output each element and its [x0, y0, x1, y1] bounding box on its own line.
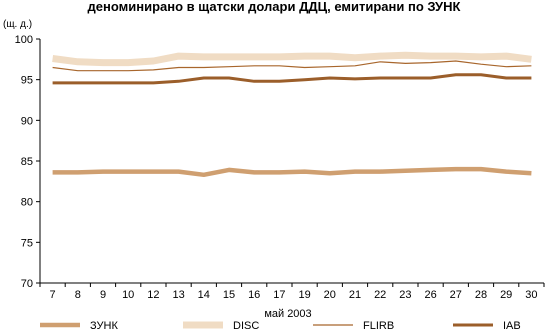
y-tick-label: 85 [21, 156, 33, 168]
legend: ЗУНК DISC FLIRB IAB [40, 320, 521, 332]
x-tick-label: 15 [223, 289, 235, 301]
y-unit-label: (щ. д.) [3, 19, 32, 30]
y-tick-label: 80 [21, 197, 33, 209]
x-tick-label: 10 [122, 289, 134, 301]
x-tick-label: 9 [100, 289, 106, 301]
legend-label-iab: IAB [503, 320, 521, 332]
x-tick-label: 20 [324, 289, 336, 301]
x-tick-label: 7 [50, 289, 56, 301]
x-tick-label: 28 [475, 289, 487, 301]
y-tick-label: 100 [15, 34, 33, 46]
plot-area: 70 75 80 85 90 95 100 7 8 9 10 12 13 14 15 16 17 19 20 21 22… [15, 34, 545, 301]
x-tick-label: 8 [75, 289, 81, 301]
x-tick-label: 14 [198, 289, 210, 301]
x-tick-label: 17 [273, 289, 285, 301]
x-tick-label: 29 [500, 289, 512, 301]
y-tick-label: 90 [21, 115, 33, 127]
legend-label-зунк: ЗУНК [90, 320, 118, 332]
series-line-зунк [52, 166, 532, 178]
y-tick-label: 75 [21, 237, 33, 249]
y-tick-label: 95 [21, 75, 33, 87]
chart-title: деноминирано в щатски долари ДДЦ, емитир… [88, 0, 461, 14]
x-tick-label: 13 [172, 289, 184, 301]
x-tick-label: 19 [298, 289, 310, 301]
x-tick-label: 22 [374, 289, 386, 301]
x-tick-label: 16 [248, 289, 260, 301]
x-tick-label: 27 [450, 289, 462, 301]
series-line-disc [52, 51, 532, 67]
legend-label-disc: DISC [233, 320, 259, 332]
legend-label-flirb: FLIRB [363, 320, 394, 332]
x-axis-label: май 2003 [264, 308, 311, 320]
series-line-iab [52, 73, 532, 85]
x-tick-label: 23 [399, 289, 411, 301]
series-line-flirb [52, 60, 532, 72]
x-tick-label: 26 [424, 289, 436, 301]
x-tick-label: 21 [349, 289, 361, 301]
y-tick-label: 70 [21, 278, 33, 290]
x-tick-label: 12 [147, 289, 159, 301]
x-tick-label: 30 [525, 289, 537, 301]
